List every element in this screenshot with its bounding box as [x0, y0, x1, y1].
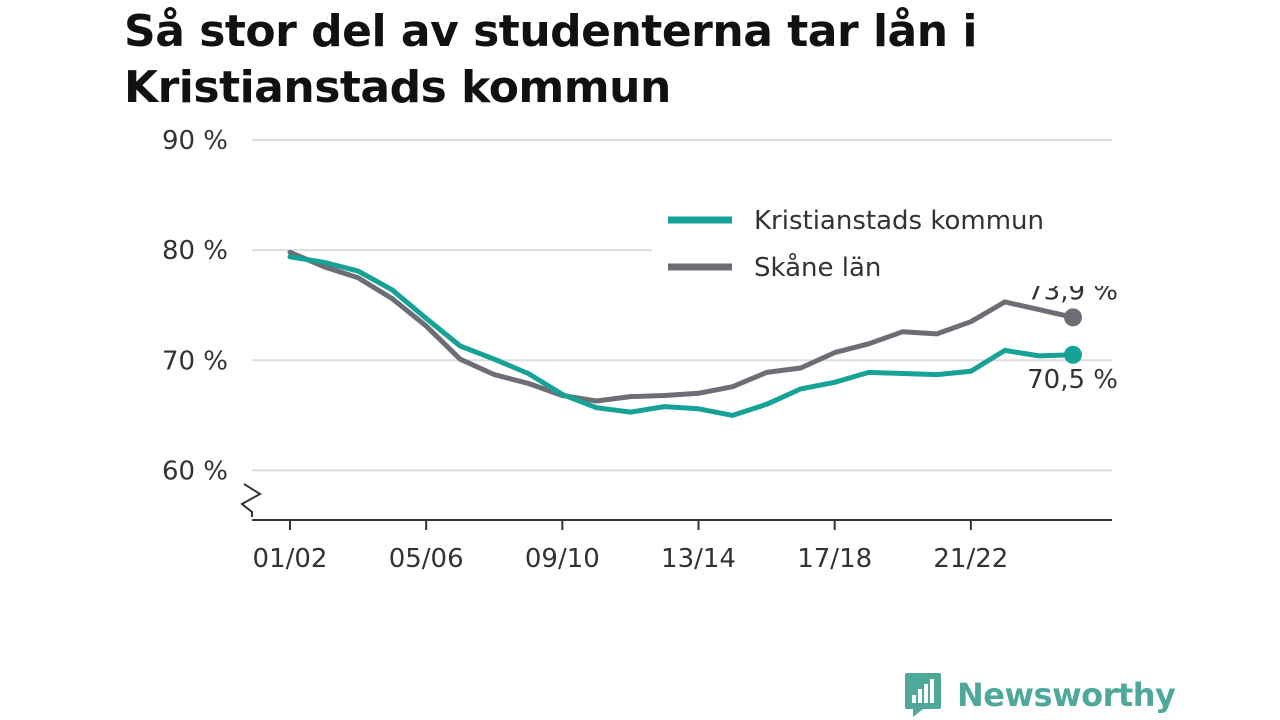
x-tick-label: 17/18	[797, 544, 872, 574]
x-tick-label: 13/14	[661, 544, 736, 574]
label-layer: 73,9 %70,5 %	[1027, 276, 1118, 394]
legend: Kristianstads kommun Skåne län	[652, 196, 1122, 286]
legend-label: Skåne län	[754, 252, 881, 283]
brand-name: Newsworthy	[957, 676, 1176, 714]
chart-title: Så stor del av studenterna tar lån i Kri…	[124, 6, 977, 113]
series-line-kristianstads-kommun	[287, 254, 1076, 418]
bar-chart-logo-icon	[905, 673, 941, 717]
y-tick-label: 60 %	[162, 456, 228, 486]
newsworthy-logo: Newsworthy	[903, 670, 1176, 720]
series-line-skane-lan	[287, 249, 1076, 404]
series-layer	[287, 249, 1082, 418]
series-endpoint-skane-lan	[1064, 308, 1082, 327]
legend-background	[652, 196, 1122, 286]
x-tick-label: 05/06	[389, 544, 464, 574]
y-tick-label: 80 %	[162, 236, 228, 266]
x-tick-label: 01/02	[253, 544, 328, 574]
axis-layer: 60 % 70 % 80 % 90 % 01/02 05/06 09/10 13/14 17/1…	[162, 126, 1112, 574]
legend-label: Kristianstads kommun	[754, 206, 1044, 236]
y-tick-label: 70 %	[162, 346, 228, 376]
series-endpoint-kristianstads-kommun	[1064, 345, 1082, 364]
x-tick-label: 09/10	[525, 544, 600, 574]
x-tick-label: 21/22	[933, 544, 1008, 574]
end-label-kristianstads-kommun: 70,5 %	[1027, 365, 1118, 395]
y-tick-label: 90 %	[162, 126, 228, 156]
grid-layer	[252, 139, 1112, 472]
axis-break-icon	[240, 483, 262, 517]
